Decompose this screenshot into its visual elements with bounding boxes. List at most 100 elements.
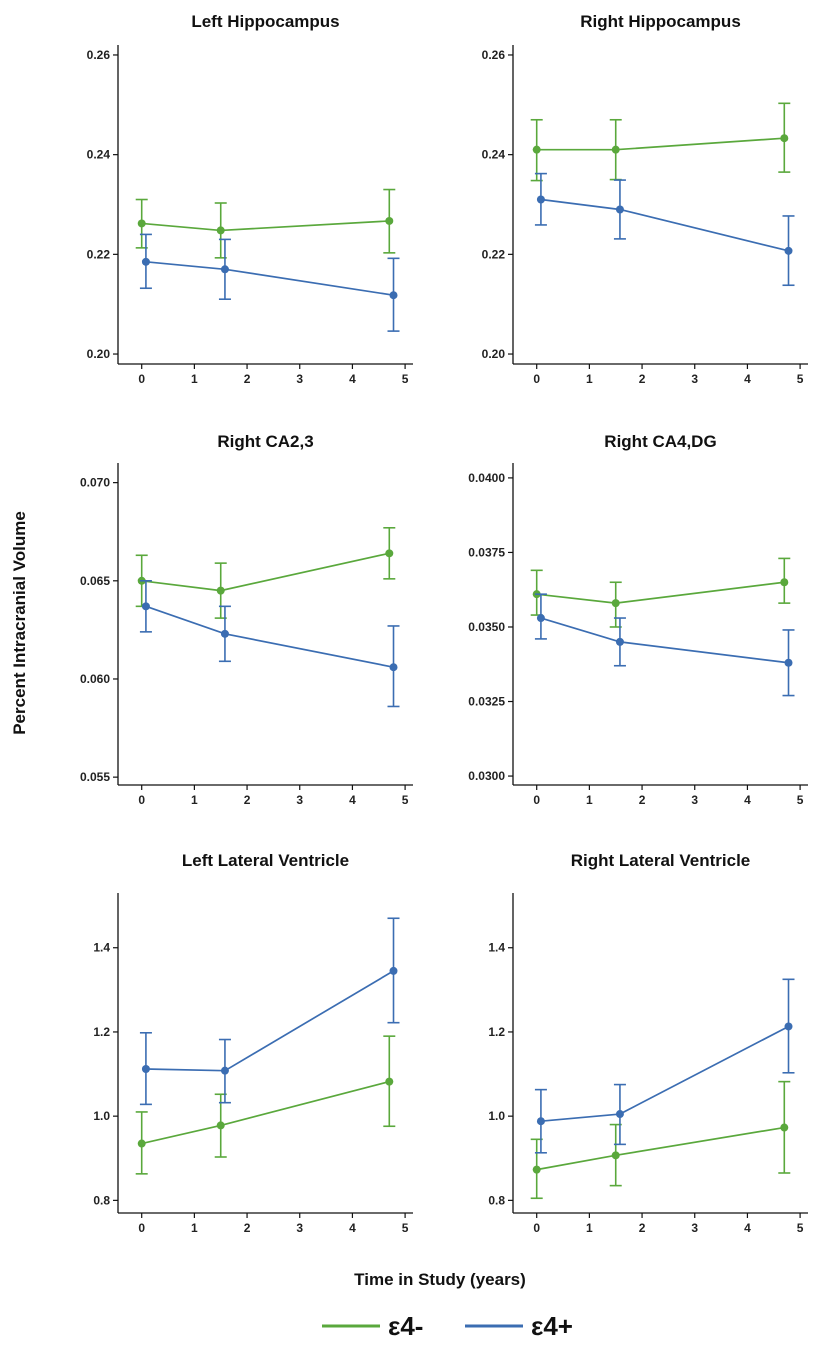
chart-panels: Left Hippocampus 0.20 0.22 0.24 0.26 0 1 2 3 4 5 Ri… (80, 12, 808, 1235)
panel-3-e4-neg-point (385, 549, 394, 558)
panel-3-e4-neg-point (216, 586, 225, 595)
panel-6-x-tick-label: 5 (797, 1221, 804, 1235)
panel-4-y-tick-label: 0.0400 (468, 471, 505, 485)
panel-5: Left Lateral Ventricle 0.8 1.0 1.2 1.4 0 1 2 3 4 5 (93, 851, 413, 1235)
panel-5-e4-pos-point (220, 1066, 229, 1075)
panel-5-e4-pos-point (389, 966, 398, 975)
panel-3-e4-pos-line (145, 605, 394, 669)
panel-4-e4-pos-line (540, 617, 789, 664)
panel-6-x-tick-label: 4 (744, 1221, 751, 1235)
panel-1-e4-neg-point (137, 219, 146, 228)
panel-1-y-tick-label: 0.20 (87, 347, 111, 361)
panel-3-e4-pos-point (220, 629, 229, 638)
panel-4-title: Right CA4,DG (604, 432, 716, 451)
panel-1-title: Left Hippocampus (191, 12, 339, 31)
panel-1-y-tick-label: 0.22 (87, 247, 111, 261)
panel-6-e4-neg-point (780, 1123, 789, 1132)
panel-4-e4-neg-line (536, 581, 785, 604)
panel-1-e4-neg-line (141, 220, 390, 232)
panel-2-x-tick-label: 0 (533, 372, 540, 386)
panel-2-x-tick-label: 4 (744, 372, 751, 386)
panel-3: Right CA2,3 0.055 0.060 0.065 0.070 0 1 2 3 4 5 (80, 432, 413, 807)
panel-5-y-tick-label: 1.4 (93, 941, 110, 955)
panel-3-x-tick-label: 0 (138, 793, 145, 807)
panel-4-y-tick-label: 0.0300 (468, 769, 505, 783)
panel-6-x-tick-label: 2 (639, 1221, 646, 1235)
panel-2-y-tick-label: 0.20 (482, 347, 506, 361)
panel-6-y-tick-label: 1.0 (488, 1109, 505, 1123)
panel-5-y-tick-label: 0.8 (93, 1193, 110, 1207)
panel-4-x-tick-label: 4 (744, 793, 751, 807)
panel-4-e4-pos-point (784, 658, 793, 667)
panel-4-x-tick-label: 1 (586, 793, 593, 807)
panel-2-e4-pos-point (536, 195, 545, 204)
panel-4-e4-pos-point (615, 637, 624, 646)
panel-1-e4-pos-point (220, 265, 229, 274)
panel-3-x-tick-label: 3 (296, 793, 303, 807)
panel-1-x-tick-label: 1 (191, 372, 198, 386)
panel-1-x-tick-label: 0 (138, 372, 145, 386)
panel-2-e4-neg-point (611, 145, 620, 154)
legend-label-e4-pos: ε4+ (531, 1311, 573, 1341)
panel-2-e4-pos-point (615, 205, 624, 214)
panel-5-x-tick-label: 2 (244, 1221, 251, 1235)
legend: ε4- ε4+ (322, 1311, 573, 1341)
panel-3-e4-neg-line (141, 552, 390, 592)
panel-1-y-tick-label: 0.24 (87, 148, 111, 162)
panel-2-y-tick-label: 0.24 (482, 148, 506, 162)
panel-6-x-tick-label: 1 (586, 1221, 593, 1235)
panel-1-y-tick-label: 0.26 (87, 48, 111, 62)
panel-3-y-tick-label: 0.070 (80, 476, 110, 490)
panel-6-e4-pos-point (615, 1110, 624, 1119)
panel-2: Right Hippocampus 0.20 0.22 0.24 0.26 0 1 2 3 4 5 (482, 12, 808, 386)
panel-5-e4-neg-point (137, 1139, 146, 1148)
panel-2-e4-neg-point (780, 134, 789, 143)
panel-1-x-tick-label: 3 (296, 372, 303, 386)
panel-6-e4-pos-point (784, 1022, 793, 1031)
panel-1-e4-pos-point (141, 257, 150, 266)
panel-1-e4-pos-point (389, 291, 398, 300)
panel-2-x-tick-label: 1 (586, 372, 593, 386)
panel-3-e4-pos-point (389, 663, 398, 672)
panel-6-y-tick-label: 1.2 (488, 1025, 505, 1039)
panel-3-x-tick-label: 1 (191, 793, 198, 807)
panel-4-y-tick-label: 0.0350 (468, 620, 505, 634)
panel-6: Right Lateral Ventricle 0.8 1.0 1.2 1.4 0 1 2 3 4… (488, 851, 808, 1235)
panel-6-y-tick-label: 0.8 (488, 1193, 505, 1207)
panel-3-x-tick-label: 5 (402, 793, 409, 807)
panel-5-x-tick-label: 1 (191, 1221, 198, 1235)
panel-5-x-tick-label: 3 (296, 1221, 303, 1235)
panel-3-x-tick-label: 4 (349, 793, 356, 807)
x-axis-title: Time in Study (years) (354, 1270, 526, 1289)
panel-4-e4-pos-point (536, 614, 545, 623)
panel-4-y-tick-label: 0.0375 (468, 545, 505, 559)
panel-1-e4-neg-point (216, 226, 225, 235)
panel-5-e4-pos-line (145, 970, 394, 1072)
panel-2-y-tick-label: 0.26 (482, 48, 506, 62)
panel-4-x-tick-label: 0 (533, 793, 540, 807)
panel-2-x-tick-label: 2 (639, 372, 646, 386)
panel-3-y-tick-label: 0.065 (80, 574, 110, 588)
panel-2-e4-pos-point (784, 246, 793, 255)
panel-4-x-tick-label: 2 (639, 793, 646, 807)
panel-3-x-tick-label: 2 (244, 793, 251, 807)
panel-3-y-tick-label: 0.055 (80, 770, 110, 784)
panel-5-x-tick-label: 5 (402, 1221, 409, 1235)
panel-1-e4-neg-point (385, 216, 394, 225)
panel-1-e4-pos-line (145, 260, 394, 297)
panel-6-e4-neg-point (532, 1165, 541, 1174)
panel-2-title: Right Hippocampus (580, 12, 741, 31)
panel-6-e4-neg-point (611, 1151, 620, 1160)
panel-2-y-tick-label: 0.22 (482, 247, 506, 261)
panel-5-x-tick-label: 4 (349, 1221, 356, 1235)
panel-1-x-tick-label: 2 (244, 372, 251, 386)
panel-2-e4-pos-line (540, 198, 789, 252)
panel-3-y-tick-label: 0.060 (80, 672, 110, 686)
panel-4-e4-neg-point (611, 599, 620, 608)
panel-6-e4-pos-line (540, 1025, 789, 1123)
panel-5-x-tick-label: 0 (138, 1221, 145, 1235)
panel-2-x-tick-label: 3 (691, 372, 698, 386)
panel-5-e4-pos-point (141, 1065, 150, 1073)
panel-6-e4-neg-line (536, 1126, 785, 1171)
